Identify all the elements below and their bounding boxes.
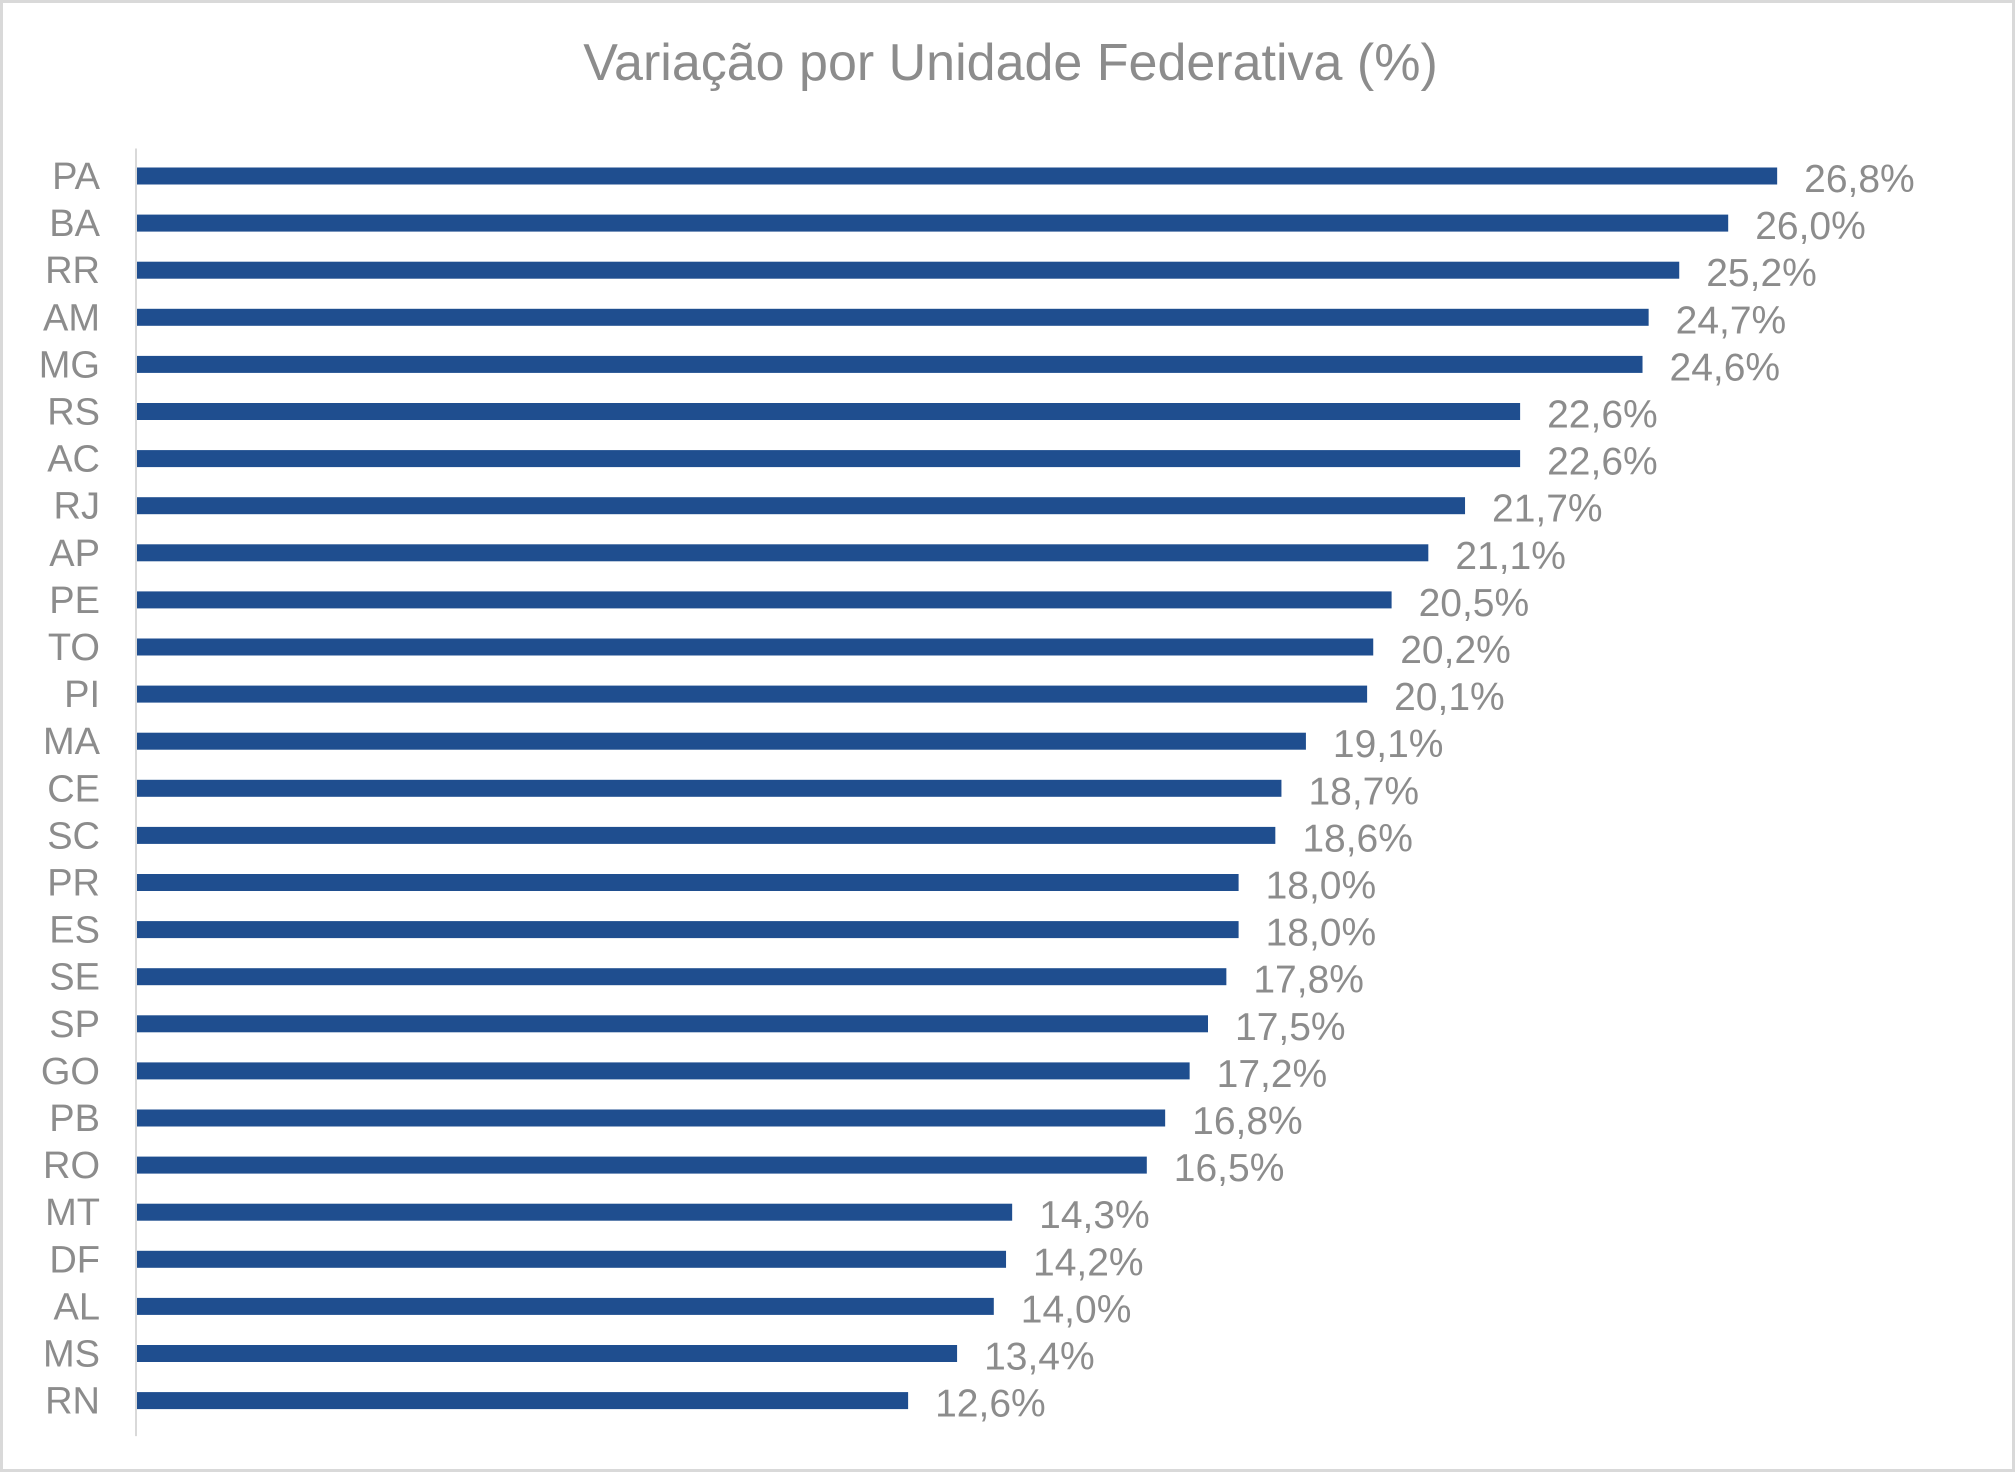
category-label-pe: PE xyxy=(49,580,100,622)
bar-sp xyxy=(137,1015,1208,1033)
value-label-sc: 18,6% xyxy=(1302,817,1413,860)
bar-rs xyxy=(137,403,1521,420)
value-label-ro: 16,5% xyxy=(1174,1147,1285,1190)
category-label-ma: MA xyxy=(43,721,101,763)
category-label-ms: MS xyxy=(43,1334,100,1376)
value-label-es: 18,0% xyxy=(1266,912,1377,955)
category-label-ce: CE xyxy=(47,768,100,810)
bar-ma xyxy=(137,732,1306,750)
value-label-al: 14,0% xyxy=(1021,1288,1132,1331)
category-label-go: GO xyxy=(41,1051,100,1093)
category-label-ro: RO xyxy=(43,1145,100,1187)
value-label-to: 20,2% xyxy=(1400,629,1511,672)
chart-title: Variação por Unidade Federativa (%) xyxy=(583,34,1438,92)
bar-pr xyxy=(137,874,1239,891)
bar-es xyxy=(137,921,1239,939)
category-label-to: TO xyxy=(48,627,100,669)
category-label-rr: RR xyxy=(45,250,100,292)
category-label-am: AM xyxy=(43,297,100,339)
bar-chart: PA 26,8% BA 26,0% RR 25,2% AM 24,7% MG 24,6% RS 22,… xyxy=(39,148,1915,1437)
category-label-ba: BA xyxy=(49,203,100,245)
bar-mt xyxy=(137,1203,1013,1221)
category-label-pb: PB xyxy=(49,1098,100,1140)
category-label-ac: AC xyxy=(47,439,100,481)
bar-ms xyxy=(137,1345,958,1362)
category-label-df: DF xyxy=(49,1239,100,1281)
bar-ce xyxy=(137,779,1282,797)
value-label-mg: 24,6% xyxy=(1670,346,1781,389)
bar-df xyxy=(137,1250,1007,1268)
bar-pe xyxy=(137,591,1392,609)
value-label-pb: 16,8% xyxy=(1192,1100,1303,1143)
value-label-pa: 26,8% xyxy=(1804,158,1915,201)
value-label-df: 14,2% xyxy=(1033,1241,1144,1284)
value-label-mt: 14,3% xyxy=(1039,1194,1150,1237)
value-label-pr: 18,0% xyxy=(1266,865,1377,908)
value-label-pi: 20,1% xyxy=(1394,676,1505,719)
category-label-sp: SP xyxy=(49,1004,100,1046)
category-label-rn: RN xyxy=(45,1381,100,1423)
value-label-se: 17,8% xyxy=(1253,959,1364,1002)
category-label-al: AL xyxy=(54,1286,100,1328)
category-label-pi: PI xyxy=(64,674,100,716)
category-label-ap: AP xyxy=(49,533,100,575)
category-label-mg: MG xyxy=(39,344,100,386)
value-label-am: 24,7% xyxy=(1676,299,1787,342)
bar-rr xyxy=(137,261,1680,279)
value-label-ce: 18,7% xyxy=(1308,770,1419,813)
category-label-pa: PA xyxy=(52,156,101,198)
value-label-go: 17,2% xyxy=(1217,1053,1328,1096)
category-label-es: ES xyxy=(49,910,100,952)
value-label-ap: 21,1% xyxy=(1455,535,1566,578)
bar-mg xyxy=(137,355,1643,373)
bar-am xyxy=(137,308,1649,326)
bar-ba xyxy=(137,214,1729,232)
value-label-ac: 22,6% xyxy=(1547,441,1658,484)
bar-pb xyxy=(137,1109,1166,1127)
value-label-sp: 17,5% xyxy=(1235,1006,1346,1049)
category-label-sc: SC xyxy=(47,815,100,857)
bar-rn xyxy=(137,1392,909,1410)
value-label-ba: 26,0% xyxy=(1755,205,1866,248)
bar-se xyxy=(137,968,1227,986)
bar-rj xyxy=(137,497,1466,515)
bar-to xyxy=(137,638,1374,656)
bar-ro xyxy=(137,1156,1147,1174)
value-label-pe: 20,5% xyxy=(1419,582,1530,625)
category-label-mt: MT xyxy=(45,1192,100,1234)
bar-pi xyxy=(137,685,1368,703)
value-label-rs: 22,6% xyxy=(1547,394,1658,437)
bar-ap xyxy=(137,544,1429,562)
category-label-se: SE xyxy=(49,957,100,999)
category-label-rj: RJ xyxy=(54,486,100,528)
value-label-rj: 21,7% xyxy=(1492,488,1603,531)
bar-sc xyxy=(137,826,1276,844)
category-label-pr: PR xyxy=(47,863,100,905)
value-label-rn: 12,6% xyxy=(935,1383,1046,1426)
bar-al xyxy=(137,1297,994,1315)
value-label-ms: 13,4% xyxy=(984,1336,1095,1379)
value-label-rr: 25,2% xyxy=(1706,252,1817,295)
bar-ac xyxy=(137,450,1521,468)
bar-go xyxy=(137,1062,1190,1080)
category-label-rs: RS xyxy=(47,392,100,434)
bar-pa xyxy=(137,167,1778,185)
value-label-ma: 19,1% xyxy=(1333,723,1444,766)
